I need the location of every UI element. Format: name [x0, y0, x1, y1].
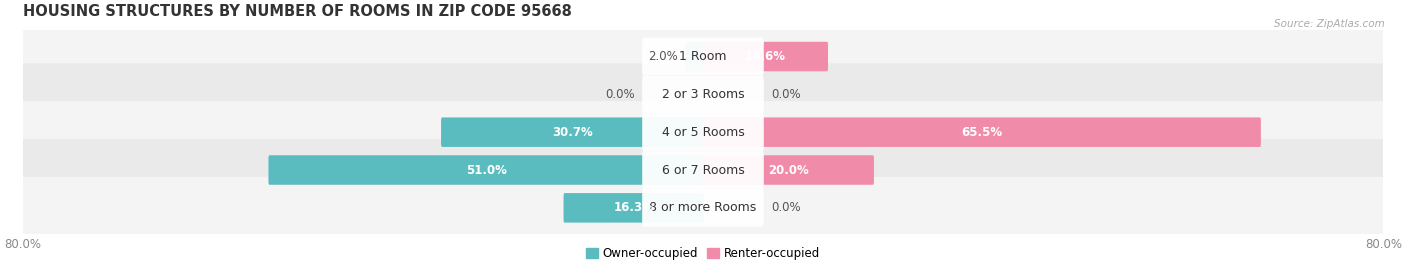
Text: 51.0%: 51.0%: [465, 164, 506, 177]
FancyBboxPatch shape: [643, 189, 763, 227]
FancyBboxPatch shape: [22, 178, 1384, 240]
Text: 20.0%: 20.0%: [768, 164, 808, 177]
Text: 6 or 7 Rooms: 6 or 7 Rooms: [662, 164, 744, 177]
FancyBboxPatch shape: [20, 139, 1386, 201]
FancyBboxPatch shape: [22, 140, 1384, 202]
Text: 8 or more Rooms: 8 or more Rooms: [650, 201, 756, 214]
Text: 65.5%: 65.5%: [960, 126, 1002, 139]
FancyBboxPatch shape: [20, 63, 1386, 125]
Text: 4 or 5 Rooms: 4 or 5 Rooms: [662, 126, 744, 139]
FancyBboxPatch shape: [643, 38, 763, 75]
Text: 0.0%: 0.0%: [770, 201, 800, 214]
Text: 0.0%: 0.0%: [770, 88, 800, 101]
FancyBboxPatch shape: [702, 117, 1261, 147]
FancyBboxPatch shape: [20, 177, 1386, 239]
FancyBboxPatch shape: [643, 151, 763, 189]
Text: 0.0%: 0.0%: [606, 88, 636, 101]
FancyBboxPatch shape: [20, 101, 1386, 163]
Text: 1 Room: 1 Room: [679, 50, 727, 63]
FancyBboxPatch shape: [22, 103, 1384, 165]
FancyBboxPatch shape: [702, 42, 828, 71]
Legend: Owner-occupied, Renter-occupied: Owner-occupied, Renter-occupied: [581, 243, 825, 265]
Text: 2 or 3 Rooms: 2 or 3 Rooms: [662, 88, 744, 101]
FancyBboxPatch shape: [564, 193, 704, 222]
Text: 2.0%: 2.0%: [648, 50, 678, 63]
Text: 14.6%: 14.6%: [745, 50, 786, 63]
Text: Source: ZipAtlas.com: Source: ZipAtlas.com: [1274, 19, 1385, 29]
FancyBboxPatch shape: [22, 65, 1384, 127]
FancyBboxPatch shape: [441, 117, 704, 147]
FancyBboxPatch shape: [22, 27, 1384, 89]
FancyBboxPatch shape: [643, 113, 763, 151]
FancyBboxPatch shape: [643, 75, 763, 113]
Text: 30.7%: 30.7%: [553, 126, 593, 139]
FancyBboxPatch shape: [685, 42, 704, 71]
Text: 16.3%: 16.3%: [613, 201, 654, 214]
FancyBboxPatch shape: [269, 155, 704, 185]
Text: HOUSING STRUCTURES BY NUMBER OF ROOMS IN ZIP CODE 95668: HOUSING STRUCTURES BY NUMBER OF ROOMS IN…: [22, 4, 572, 19]
FancyBboxPatch shape: [702, 155, 875, 185]
FancyBboxPatch shape: [20, 26, 1386, 87]
